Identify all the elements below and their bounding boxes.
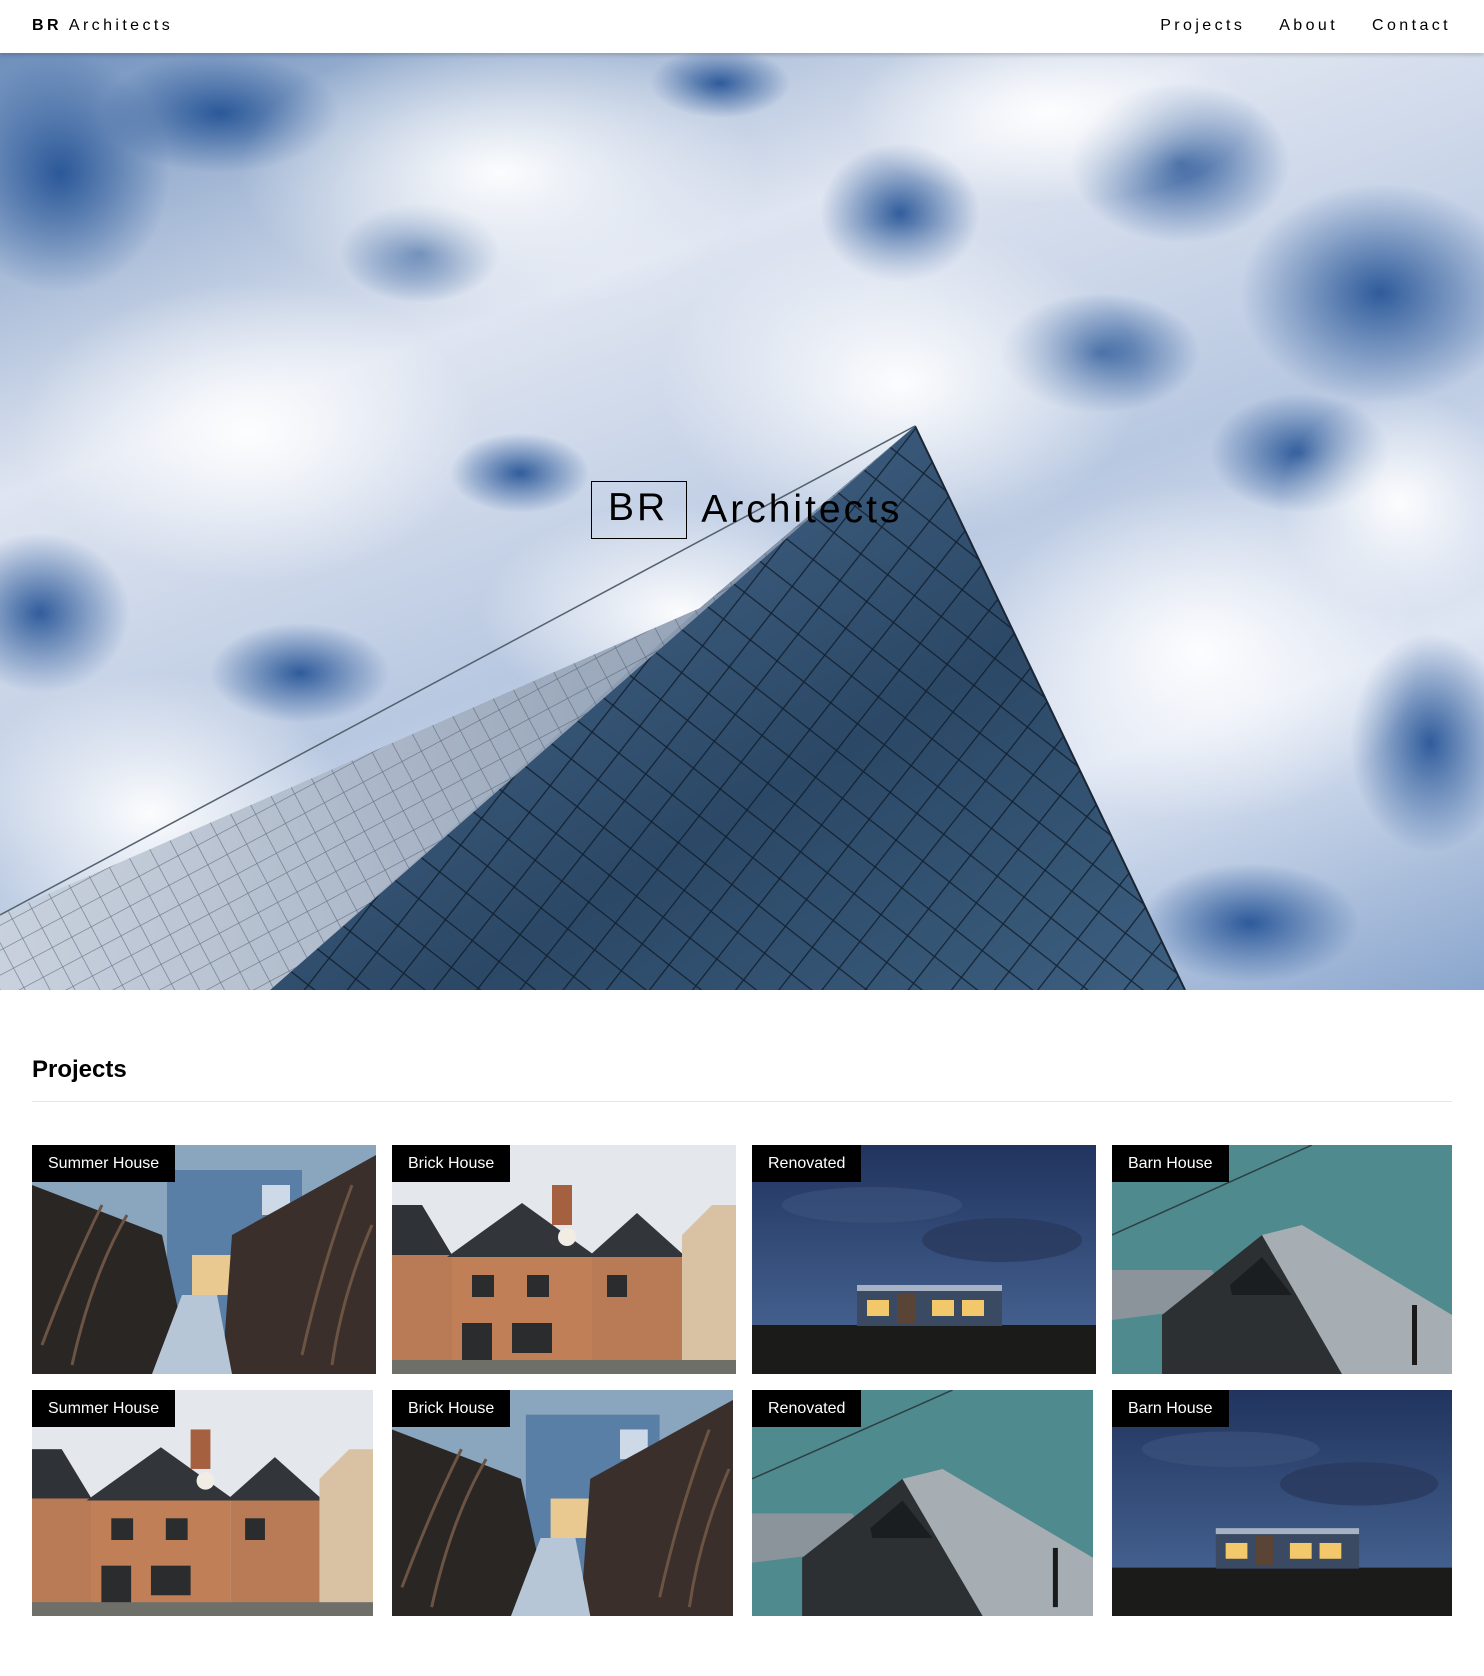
nav-link-about[interactable]: About — [1279, 17, 1339, 34]
project-card[interactable]: Brick House — [392, 1390, 733, 1616]
brand-bold: BR — [32, 17, 62, 34]
project-title-tag: Summer House — [32, 1145, 176, 1182]
brand-text: Architects — [61, 17, 174, 34]
project-card[interactable]: Barn House — [1112, 1390, 1452, 1616]
project-title-tag: Summer House — [32, 1390, 176, 1427]
project-card[interactable]: Summer House — [32, 1390, 373, 1616]
project-title-tag: Brick House — [392, 1145, 511, 1182]
project-card[interactable]: Renovated — [752, 1390, 1093, 1616]
project-card[interactable]: Brick House — [392, 1145, 736, 1374]
project-title-tag: Barn House — [1112, 1145, 1229, 1182]
barn-house-photo — [752, 1390, 1093, 1616]
brick-house-photo — [392, 1145, 736, 1374]
nav-link-contact[interactable]: Contact — [1372, 17, 1451, 34]
top-navbar: BR Architects Projects About Contact — [0, 0, 1484, 53]
hero-title-text: Architects — [701, 488, 903, 531]
projects-heading: Projects — [32, 1056, 127, 1083]
project-card[interactable]: Summer House — [32, 1145, 376, 1374]
brand-logo-link[interactable]: BR Architects — [32, 17, 173, 35]
project-title-tag: Renovated — [752, 1145, 862, 1182]
project-title-tag: Barn House — [1112, 1390, 1229, 1427]
project-card[interactable]: Barn House — [1112, 1145, 1452, 1374]
renovated-house-night-photo — [752, 1145, 1096, 1374]
hero-title: BR Architects — [591, 481, 902, 539]
hero-building-sky-image — [0, 53, 1484, 990]
project-card[interactable]: Renovated — [752, 1145, 1096, 1374]
summer-house-photo — [32, 1145, 376, 1374]
barn-house-photo — [1112, 1145, 1452, 1374]
nav-links: Projects About Contact — [1160, 17, 1451, 35]
hero-title-boxed: BR — [591, 481, 688, 539]
nav-link-projects[interactable]: Projects — [1160, 17, 1246, 34]
projects-divider — [32, 1101, 1452, 1102]
renovated-house-night-photo — [1112, 1390, 1452, 1616]
project-title-tag: Brick House — [392, 1390, 511, 1427]
project-title-tag: Renovated — [752, 1390, 862, 1427]
brick-house-photo — [32, 1390, 373, 1616]
hero-banner: BR Architects — [0, 53, 1484, 990]
summer-house-photo — [392, 1390, 733, 1616]
